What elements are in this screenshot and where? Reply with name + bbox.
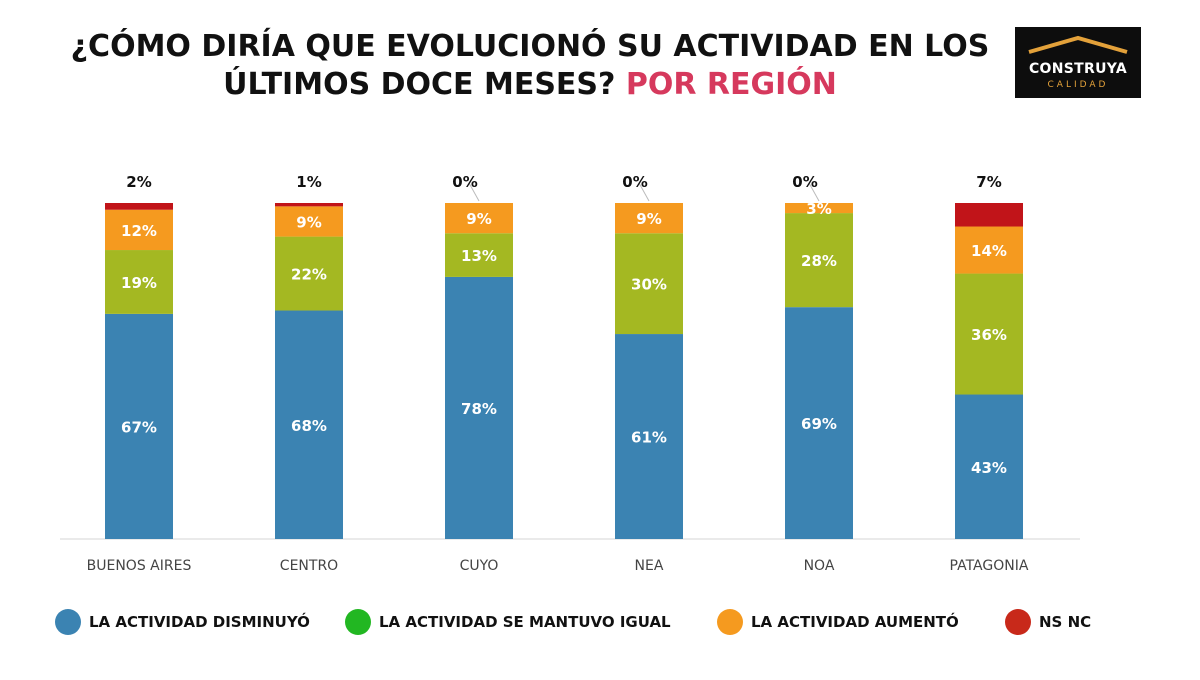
bar-aumento-patagonia xyxy=(955,226,1023,274)
data-label-nsnc-nea: 0% xyxy=(622,173,647,191)
category-label-patagonia: PATAGONIA xyxy=(950,558,1029,574)
category-label-cuyo: CUYO xyxy=(460,558,499,574)
data-label-nsnc-noa: 0% xyxy=(792,173,817,191)
legend-swatch-nsnc xyxy=(1005,609,1031,635)
legend-label-aumento: LA ACTIVIDAD AUMENTÓ xyxy=(751,613,959,631)
logo-brand: CONSTRUYA xyxy=(1028,61,1127,77)
chart-title: ¿CÓMO DIRÍA QUE EVOLUCIONÓ SU ACTIVIDAD … xyxy=(60,28,1000,104)
bar-nsnc-centro xyxy=(275,203,343,207)
legend-label-disminuyo: LA ACTIVIDAD DISMINUYÓ xyxy=(89,613,310,631)
bar-disminuyo-cuyo xyxy=(445,276,513,539)
bar-nsnc-buenos-aires xyxy=(105,203,173,210)
category-label-nea: NEA xyxy=(635,558,664,574)
data-label-disminuyo-buenos-aires: 67% xyxy=(121,418,157,436)
data-label-disminuyo-centro: 68% xyxy=(291,417,327,435)
bar-disminuyo-patagonia xyxy=(955,394,1023,539)
category-label-centro: CENTRO xyxy=(280,558,338,574)
legend-swatch-igual xyxy=(345,609,371,635)
category-label-noa: NOA xyxy=(804,558,835,574)
data-label-aumento-buenos-aires: 12% xyxy=(121,222,157,240)
data-label-nsnc-patagonia: 7% xyxy=(976,173,1001,191)
bar-disminuyo-noa xyxy=(785,307,853,539)
data-label-aumento-patagonia: 14% xyxy=(971,242,1007,260)
data-label-aumento-nea: 9% xyxy=(636,210,661,228)
data-label-disminuyo-noa: 69% xyxy=(801,415,837,433)
bar-disminuyo-nea xyxy=(615,334,683,539)
data-label-disminuyo-nea: 61% xyxy=(631,429,667,447)
data-label-nsnc-cuyo: 0% xyxy=(452,173,477,191)
data-label-igual-patagonia: 36% xyxy=(971,326,1007,344)
data-label-igual-centro: 22% xyxy=(291,266,327,284)
bar-igual-buenos-aires xyxy=(105,250,173,314)
bar-aumento-cuyo xyxy=(445,203,513,234)
chart-legend: LA ACTIVIDAD DISMINUYÓ LA ACTIVIDAD SE M… xyxy=(55,608,1175,638)
legend-swatch-disminuyo xyxy=(55,609,81,635)
bar-igual-patagonia xyxy=(955,273,1023,395)
data-label-igual-buenos-aires: 19% xyxy=(121,274,157,292)
bar-aumento-buenos-aires xyxy=(105,209,173,251)
bar-nsnc-patagonia xyxy=(955,203,1023,227)
bar-igual-noa xyxy=(785,213,853,308)
bar-disminuyo-buenos-aires xyxy=(105,313,173,539)
data-label-disminuyo-patagonia: 43% xyxy=(971,459,1007,477)
data-label-igual-cuyo: 13% xyxy=(461,247,497,265)
legend-label-nsnc: NS NC xyxy=(1039,613,1092,631)
chart-title-accent: POR REGIÓN xyxy=(625,67,837,102)
data-label-aumento-noa: 3% xyxy=(806,200,831,218)
data-label-nsnc-buenos-aires: 2% xyxy=(126,173,151,191)
logo-subtitle: CALIDAD xyxy=(1047,80,1109,90)
bar-aumento-centro xyxy=(275,206,343,237)
roof-icon xyxy=(1028,35,1128,54)
category-label-buenos-aires: BUENOS AIRES xyxy=(87,558,192,574)
bar-igual-nea xyxy=(615,233,683,335)
leader-line-nea xyxy=(638,182,650,202)
data-label-igual-noa: 28% xyxy=(801,252,837,270)
data-label-disminuyo-cuyo: 78% xyxy=(461,400,497,418)
data-label-igual-nea: 30% xyxy=(631,276,667,294)
leader-line-noa xyxy=(808,182,820,202)
bar-aumento-nea xyxy=(615,203,683,234)
bar-aumento-noa xyxy=(785,203,853,214)
data-label-aumento-centro: 9% xyxy=(296,213,321,231)
legend-swatch-aumento xyxy=(717,609,743,635)
leader-line-cuyo xyxy=(468,182,480,202)
bar-igual-centro xyxy=(275,236,343,311)
data-label-nsnc-centro: 1% xyxy=(296,173,321,191)
data-label-aumento-cuyo: 9% xyxy=(466,210,491,228)
stacked-bar-chart: 67% 19% 12% 2% BUENOS AIRES 68% 22% 9% 1% CENTRO 7… xyxy=(60,173,1080,574)
legend-label-igual: LA ACTIVIDAD SE MANTUVO IGUAL xyxy=(379,613,671,631)
bar-disminuyo-centro xyxy=(275,310,343,539)
bar-igual-cuyo xyxy=(445,233,513,277)
chart-title-main: ¿CÓMO DIRÍA QUE EVOLUCIONÓ SU ACTIVIDAD … xyxy=(70,29,990,102)
construya-logo: CONSTRUYA CALIDAD xyxy=(1015,27,1141,98)
